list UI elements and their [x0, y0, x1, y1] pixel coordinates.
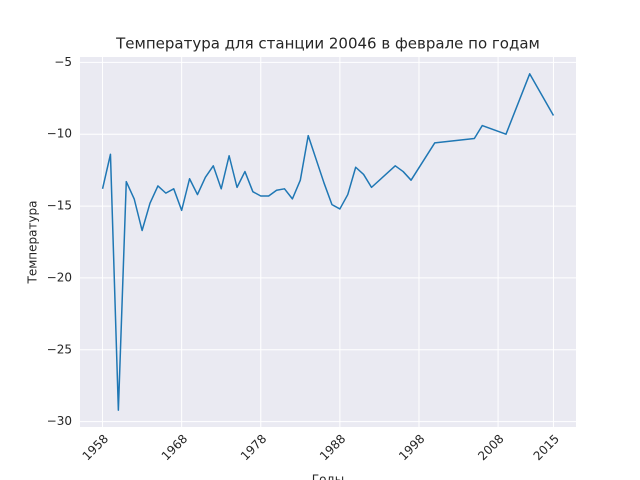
chart-title: Температура для станции 20046 в феврале …: [115, 35, 540, 53]
y-tick-label: −10: [47, 127, 72, 141]
x-tick-label: 1988: [317, 432, 348, 463]
y-tick-label: −30: [47, 414, 72, 428]
y-axis-label: Температура: [26, 200, 40, 284]
x-tick-label: 1958: [80, 432, 111, 463]
x-axis-label: Годы: [312, 473, 344, 480]
y-tick-label: −5: [54, 55, 72, 69]
x-tick-label: 2015: [531, 432, 562, 463]
y-tick-label: −20: [47, 270, 72, 284]
x-tick-label: 1978: [238, 432, 269, 463]
y-tick-label: −25: [47, 342, 72, 356]
plot-area: [80, 57, 576, 427]
x-tick-label: 1968: [159, 432, 190, 463]
data-line: [101, 73, 555, 411]
x-tick-label: 2008: [475, 432, 506, 463]
x-tick-label: 1998: [396, 432, 427, 463]
y-tick-label: −15: [47, 199, 72, 213]
